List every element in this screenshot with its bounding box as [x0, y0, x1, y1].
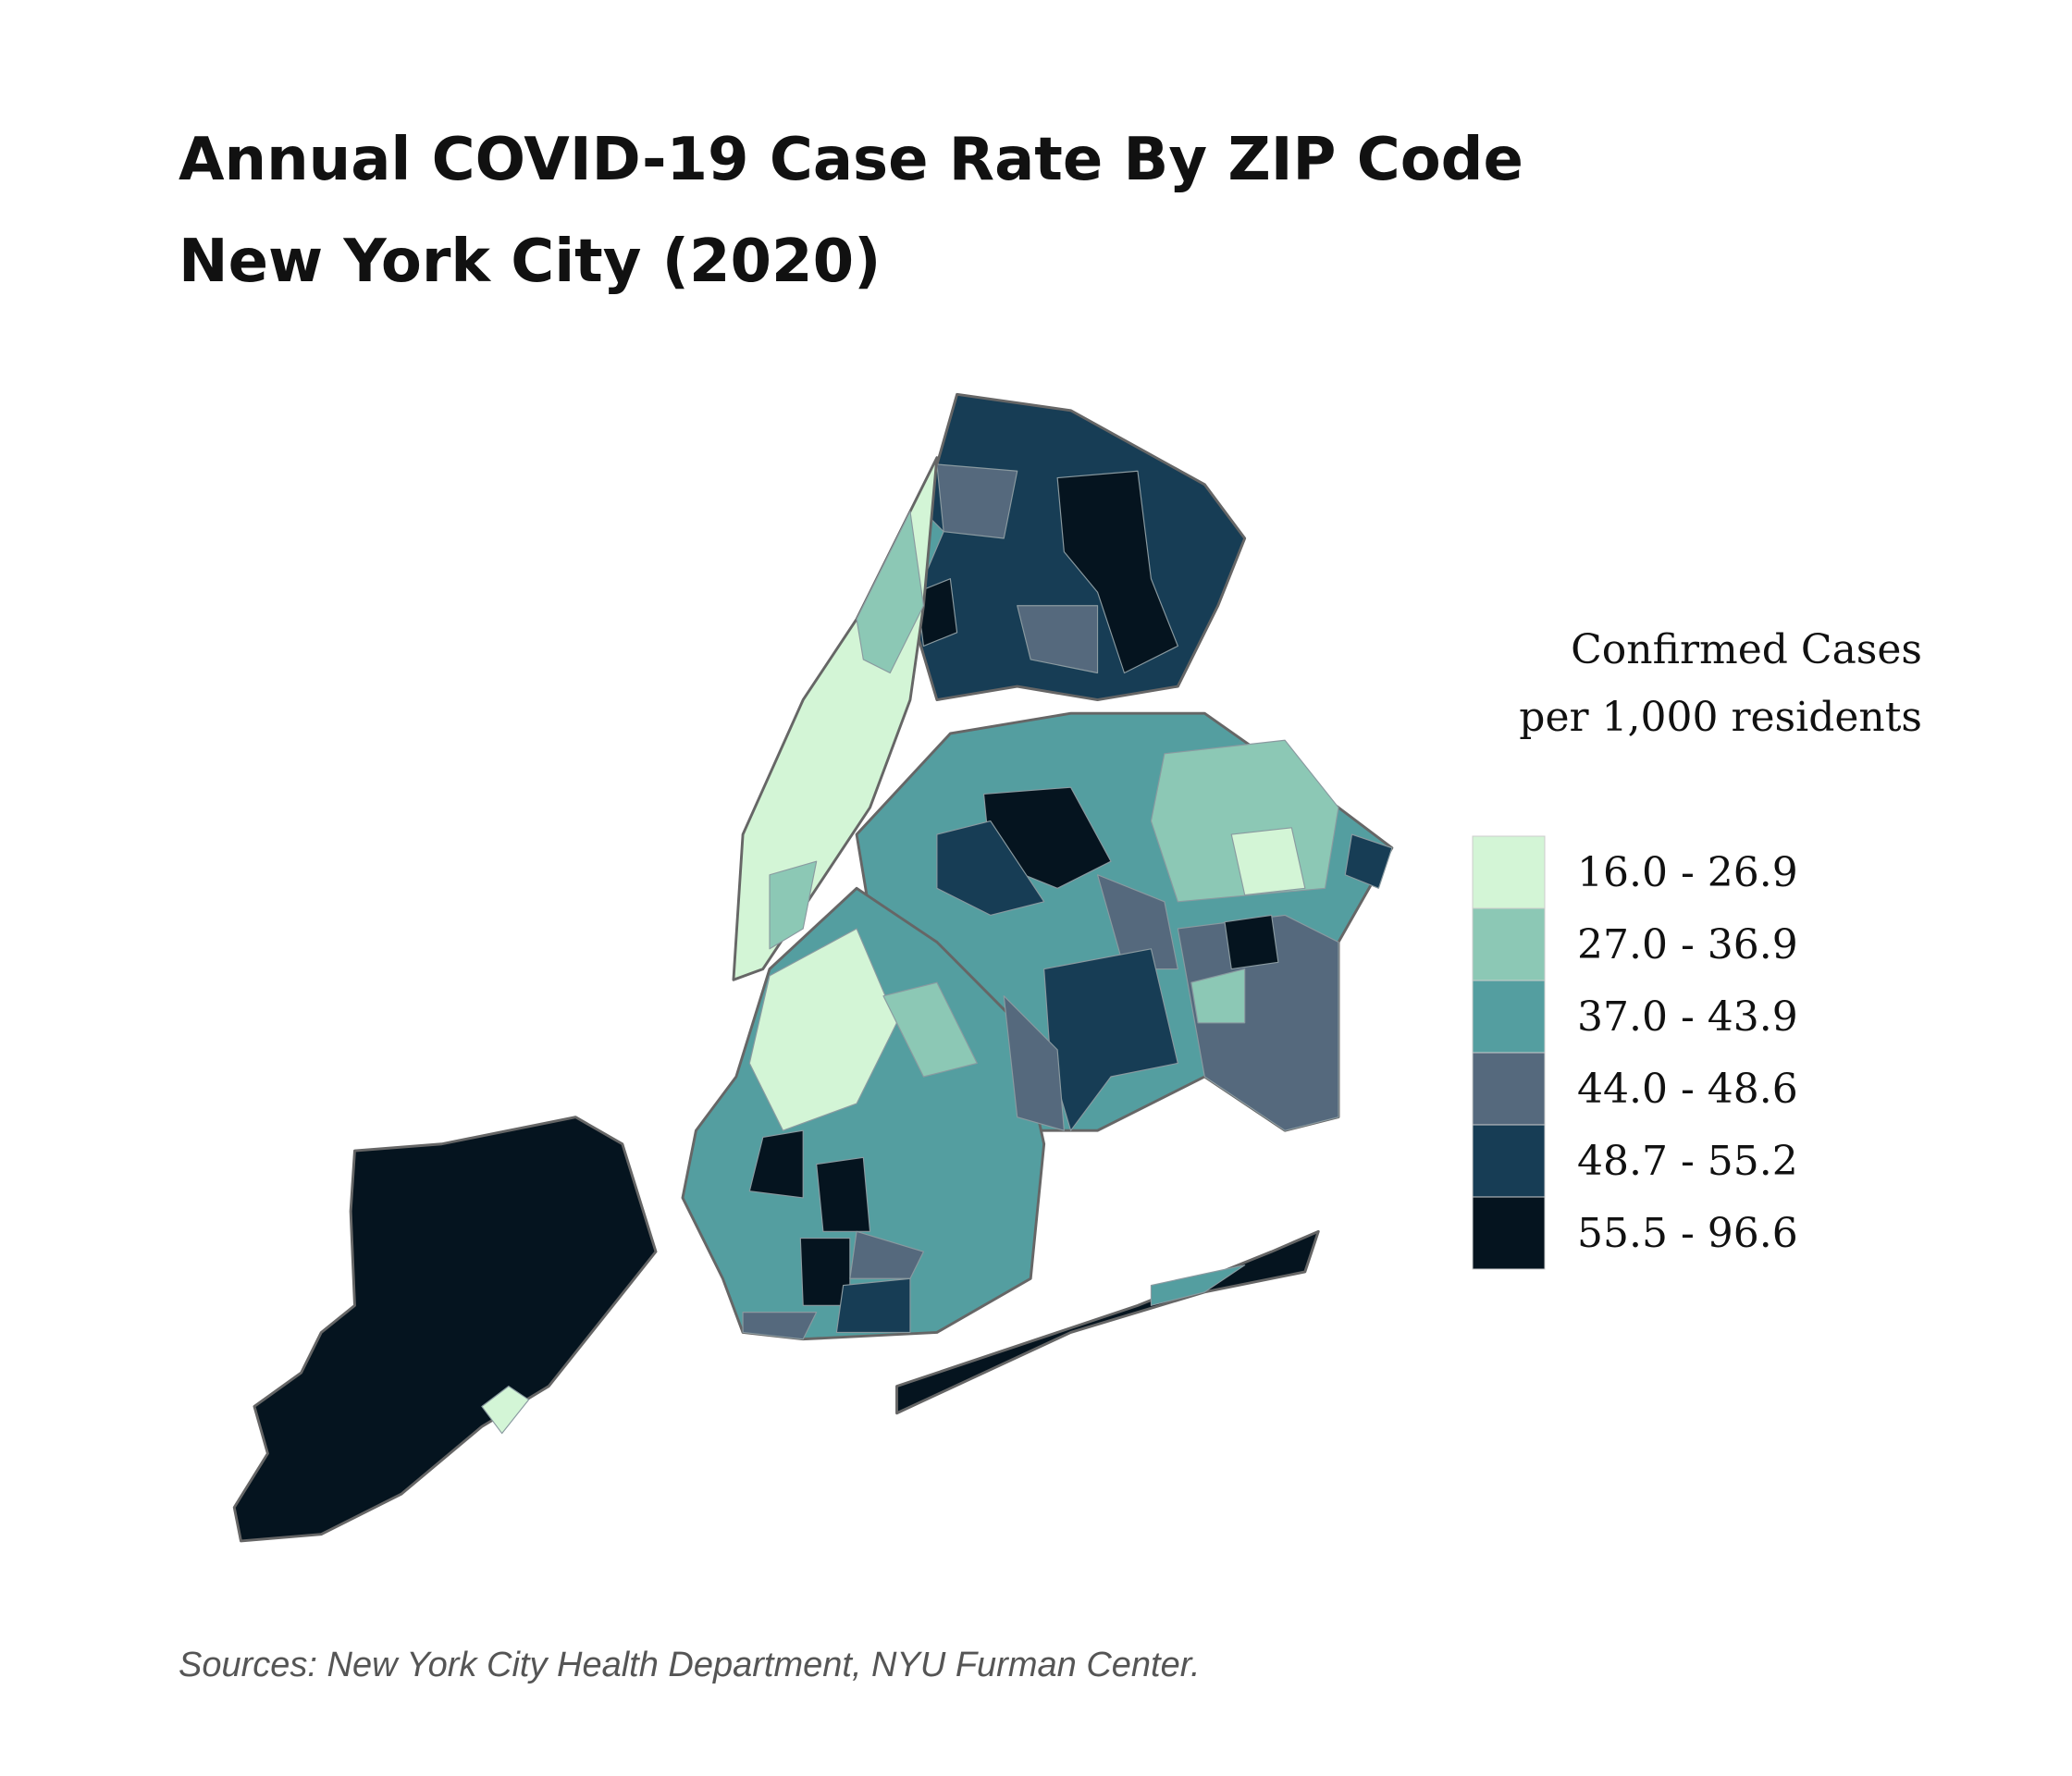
legend-label: 48.7 - 55.2	[1577, 1138, 1798, 1185]
region	[232, 1116, 658, 1543]
legend-label: 55.5 - 96.6	[1577, 1210, 1798, 1257]
legend-swatch	[1472, 1124, 1546, 1198]
region	[1003, 995, 1065, 1131]
legend-swatch	[1472, 1052, 1546, 1126]
map	[232, 392, 1394, 1543]
region	[1344, 833, 1393, 889]
legend-label: 16.0 - 26.9	[1577, 849, 1798, 896]
title-line: Annual COVID-19 Case Rate By ZIP Code	[179, 126, 1523, 194]
legend-swatch	[1472, 1196, 1546, 1270]
legend-label: 27.0 - 36.9	[1577, 921, 1798, 968]
region	[748, 928, 898, 1131]
legend: 16.0 - 26.9 27.0 - 36.9 37.0 - 43.9 44.0 - …	[1472, 835, 1798, 1270]
region	[1150, 1264, 1246, 1306]
region	[481, 1386, 530, 1435]
region	[1230, 827, 1306, 896]
legend-swatch	[1472, 835, 1546, 909]
title-line: New York City (2020)	[179, 228, 881, 296]
region	[936, 820, 1045, 916]
region	[849, 1230, 925, 1279]
legend-label: 44.0 - 48.6	[1577, 1066, 1798, 1113]
region	[936, 463, 1018, 539]
region	[742, 1312, 818, 1340]
legend-title: Confirmed Cases	[1571, 626, 1922, 673]
region	[1056, 470, 1178, 674]
region	[816, 1156, 871, 1232]
region	[856, 511, 925, 674]
region	[1017, 605, 1099, 674]
region	[769, 860, 818, 950]
legend-label: 37.0 - 43.9	[1577, 993, 1798, 1041]
region	[1096, 874, 1178, 970]
legend-title: per 1,000 residents	[1519, 694, 1922, 741]
legend-swatch	[1472, 980, 1546, 1054]
region	[1224, 914, 1279, 970]
region	[1190, 968, 1246, 1024]
source: Sources: New York City Health Department…	[179, 1646, 1201, 1684]
region	[748, 1129, 804, 1199]
region	[882, 981, 978, 1078]
legend-swatch	[1472, 907, 1546, 981]
region	[1177, 914, 1339, 1131]
region	[835, 1277, 911, 1334]
